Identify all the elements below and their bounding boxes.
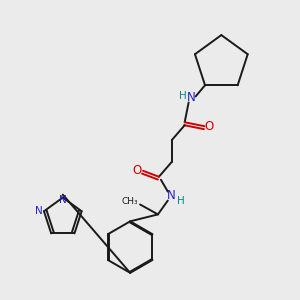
Text: N: N bbox=[187, 91, 196, 104]
Text: N: N bbox=[59, 194, 67, 205]
Text: H: H bbox=[177, 196, 184, 206]
Text: N: N bbox=[167, 189, 175, 202]
Text: O: O bbox=[133, 164, 142, 177]
Text: H: H bbox=[179, 91, 187, 100]
Text: CH₃: CH₃ bbox=[122, 197, 139, 206]
Text: O: O bbox=[205, 120, 214, 133]
Text: N: N bbox=[35, 206, 43, 216]
